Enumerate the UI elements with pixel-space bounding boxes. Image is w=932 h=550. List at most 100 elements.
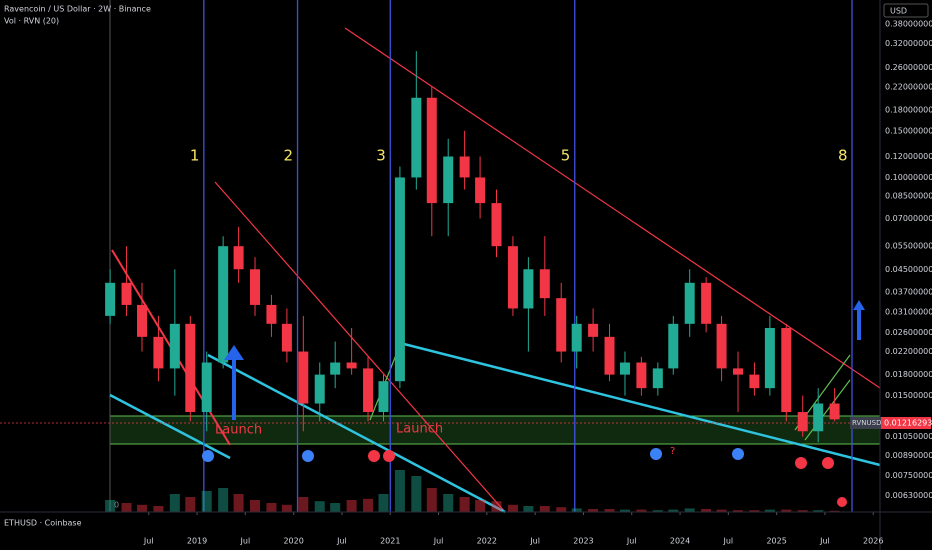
volume-bar — [619, 509, 630, 512]
candle-body — [121, 282, 132, 305]
volume-bar — [394, 470, 405, 512]
volume-bar — [749, 510, 760, 512]
annotation: ? — [670, 446, 675, 457]
price-tag — [881, 417, 931, 429]
candle-body — [443, 156, 454, 204]
candle-body — [636, 362, 647, 389]
y-tick-label: 0.10000000 — [885, 173, 932, 182]
volume-bar — [523, 506, 534, 512]
y-tick-label: 0.01050000 — [885, 432, 932, 441]
volume-bar — [314, 501, 325, 512]
candle-body — [829, 403, 840, 420]
volume-bar — [218, 488, 229, 512]
candle-body — [250, 269, 261, 305]
x-tick-label: 2023 — [573, 537, 593, 546]
candle-body — [813, 403, 824, 432]
candle-body — [588, 323, 599, 337]
x-tick-label: Jul — [143, 537, 154, 546]
volume-bar — [571, 508, 582, 512]
event-label: 2 — [284, 147, 294, 165]
candle-body — [556, 298, 567, 352]
x-tick-label: 2026 — [863, 537, 883, 546]
volume-bar — [668, 509, 679, 512]
trend-lines — [109, 27, 881, 514]
volume-bar — [185, 497, 196, 512]
annotation: Launch — [396, 422, 443, 437]
y-tick-label: 0.00890000 — [885, 451, 932, 460]
volume-bar — [733, 510, 744, 512]
candle-body — [475, 177, 486, 204]
candle-body — [523, 269, 534, 309]
candle-body — [652, 368, 663, 389]
volume-bar — [346, 500, 357, 512]
volume-bar — [491, 501, 502, 512]
arrow-up — [224, 345, 244, 420]
event-label: 3 — [376, 147, 386, 165]
volume-bar — [250, 500, 261, 512]
volume-label: 0 — [114, 501, 119, 510]
volume-bar — [136, 504, 147, 512]
candle-body — [201, 362, 212, 413]
y-tick-label: 0.07000000 — [885, 214, 932, 223]
last-price: 0.01216293 — [884, 419, 932, 428]
volume-bar — [378, 494, 389, 512]
volume-bar — [411, 476, 422, 512]
candle-body — [233, 246, 244, 270]
arrow-up — [853, 300, 865, 340]
candle-body — [378, 381, 389, 413]
volume-bar — [459, 497, 470, 512]
volume-bar — [684, 508, 695, 512]
y-tick-label: 0.01800000 — [885, 370, 932, 379]
y-tick-label: 0.15000000 — [885, 126, 932, 135]
y-tick-label: 0.01500000 — [885, 391, 932, 400]
candle-body — [426, 97, 437, 204]
indicator: Vol · RVN (20) — [4, 17, 59, 26]
x-tick-label: 2024 — [670, 537, 690, 546]
x-tick-label: Jul — [240, 537, 251, 546]
compare-symbol: ETHUSD · Coinbase — [4, 519, 82, 528]
currency-box — [883, 3, 929, 18]
candle-body — [604, 336, 615, 375]
symbol-tag — [850, 417, 882, 429]
candle-body — [571, 323, 582, 352]
candle-body — [684, 282, 695, 324]
y-tick-label: 0.32000000 — [885, 39, 932, 48]
y-tick-label: 0.18000000 — [885, 105, 932, 114]
volume-bar — [281, 504, 292, 512]
volume-bar — [652, 510, 663, 512]
volume-bar — [539, 506, 550, 512]
y-tick-label: 0.02600000 — [885, 328, 932, 337]
candle-body — [749, 374, 760, 389]
y-tick-label: 0.26000000 — [885, 63, 932, 72]
candle-body — [459, 156, 470, 178]
volume-bar — [105, 500, 116, 512]
volume-bar — [636, 509, 647, 512]
volume-bar — [764, 509, 775, 512]
y-tick-label: 0.03700000 — [885, 287, 932, 296]
x-tick-label: 2022 — [477, 537, 497, 546]
candle-body — [668, 323, 679, 369]
event-label: 8 — [838, 147, 848, 165]
volume-bar — [169, 494, 180, 512]
x-tick-label: 2020 — [283, 537, 303, 546]
candle-body — [507, 246, 518, 309]
candle-body — [314, 374, 325, 404]
candle-body — [136, 304, 147, 337]
x-tick-label: Jul — [529, 537, 540, 546]
support-zone — [109, 415, 881, 445]
volume-bar — [330, 503, 341, 512]
y-tick-label: 0.00750000 — [885, 471, 932, 480]
x-tick-label: 2025 — [766, 537, 786, 546]
candle-body — [218, 246, 229, 363]
pins — [202, 448, 847, 507]
candle-body — [781, 328, 792, 413]
y-tick-label: 0.12000000 — [885, 152, 932, 161]
event-label: 1 — [190, 147, 200, 165]
x-tick-label: 2021 — [380, 537, 400, 546]
y-tick-label: 0.03100000 — [885, 308, 932, 317]
volume-bar — [797, 510, 808, 512]
candle-body — [105, 282, 116, 316]
candle-body — [764, 328, 775, 389]
volume-bar — [507, 504, 518, 512]
